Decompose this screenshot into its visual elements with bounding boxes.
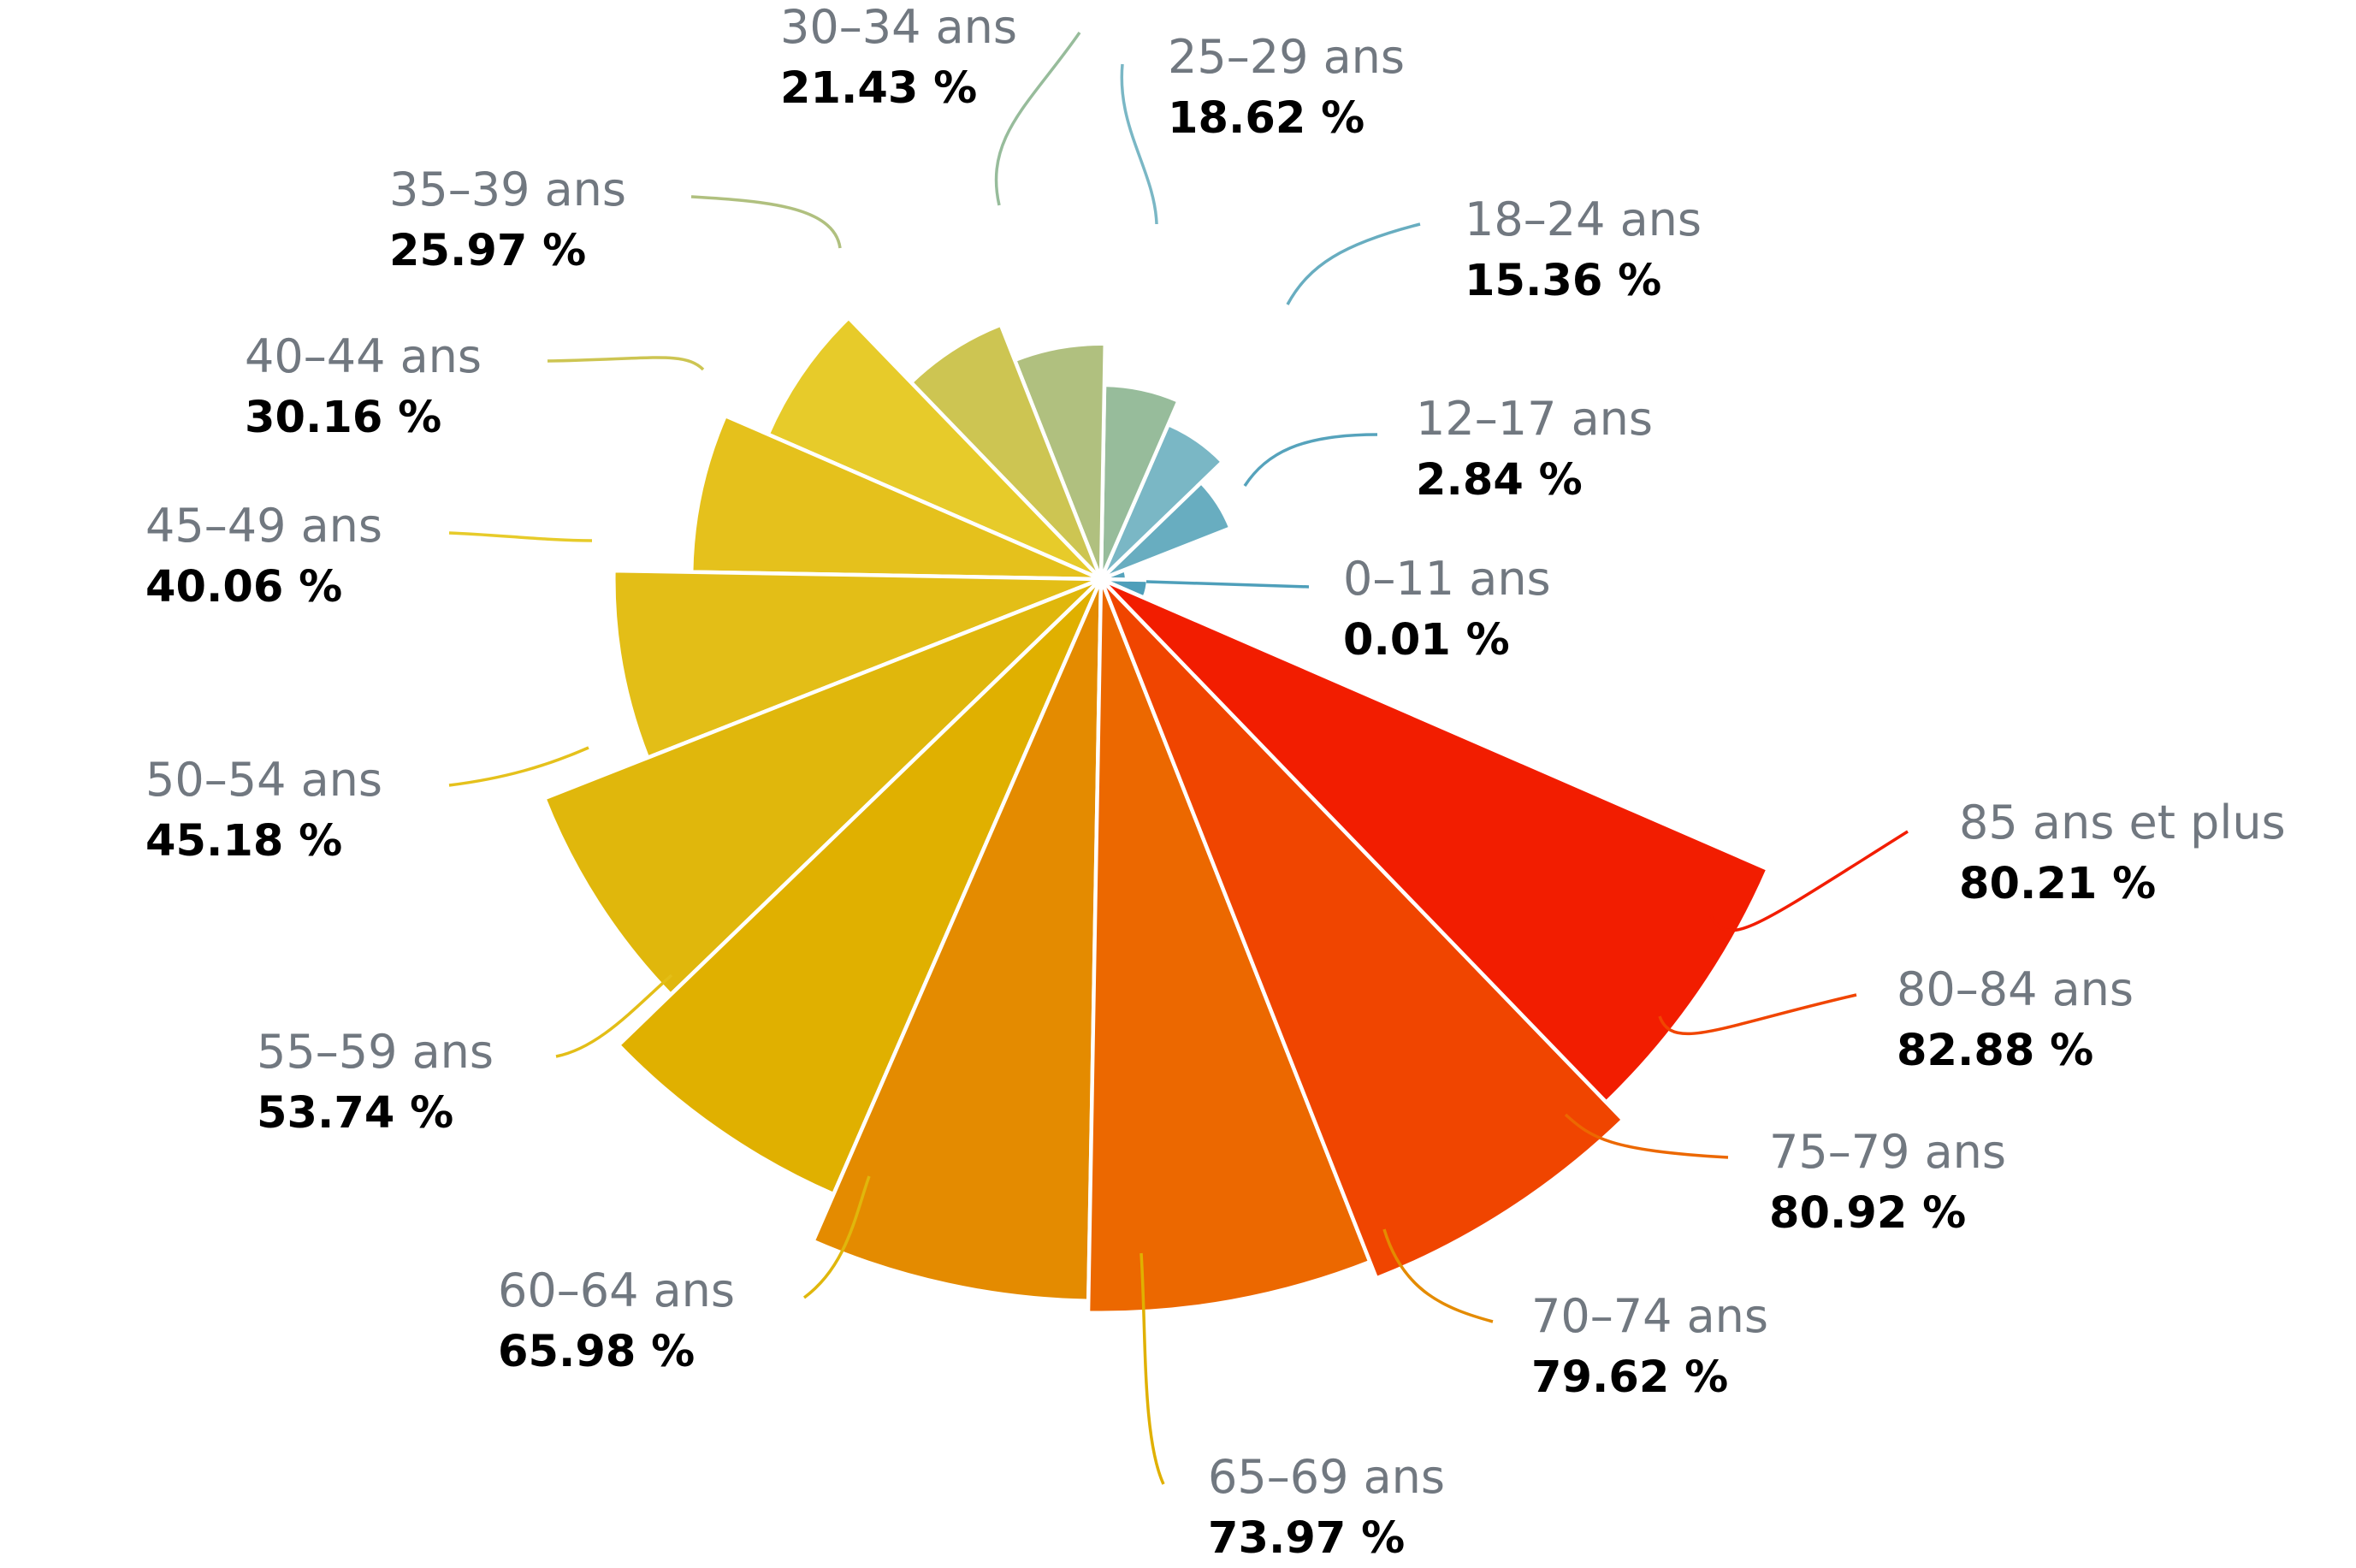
slice-label: 65–69 ans <box>1208 1450 1445 1504</box>
slice-label: 55–59 ans <box>257 1025 494 1079</box>
pie-slice <box>615 577 1104 1198</box>
leader-line <box>690 195 842 249</box>
chart-leader-lines <box>448 32 1909 1485</box>
slice-label: 30–34 ans <box>780 0 1017 54</box>
slice-value-label: 53.74 % <box>257 1088 453 1139</box>
slice-label: 18–24 ans <box>1465 192 1702 246</box>
slice-value-label: 82.88 % <box>1897 1026 2093 1076</box>
slice-value-label: 40.06 % <box>145 562 342 612</box>
pie-slice <box>765 315 1103 582</box>
leader-line <box>448 746 589 787</box>
slice-label: 12–17 ans <box>1416 392 1653 446</box>
slice-value-label: 21.43 % <box>780 63 977 114</box>
pie-slice <box>1086 578 1373 1315</box>
leader-line <box>994 32 1081 206</box>
slice-value-label: 80.21 % <box>1959 859 2156 909</box>
leader-line <box>1120 63 1158 225</box>
pie-slice <box>1099 577 1771 1105</box>
slice-value-label: 30.16 % <box>245 393 441 443</box>
leader-line <box>1140 1252 1165 1485</box>
pie-slice <box>612 568 1102 760</box>
slice-label: 25–29 ans <box>1168 30 1405 84</box>
slice-value-label: 45.18 % <box>145 816 342 867</box>
leader-line <box>1286 222 1421 305</box>
pie-slice <box>908 322 1104 581</box>
chart-labels: 0–11 ans 0.01 % 12–17 ans 2.84 % 18–24 ans 15… <box>145 0 2286 1564</box>
leader-line <box>547 356 705 371</box>
slice-value-label: 0.01 % <box>1343 615 1510 666</box>
slice-label: 70–74 ans <box>1531 1289 1768 1343</box>
slice-label: 0–11 ans <box>1343 552 1551 606</box>
slice-value-label: 2.84 % <box>1416 455 1583 506</box>
slice-label: 85 ans et plus <box>1959 796 2286 849</box>
leader-line <box>1658 993 1857 1036</box>
slice-label: 40–44 ans <box>245 329 482 383</box>
slice-label: 60–64 ans <box>498 1263 735 1317</box>
slice-value-label: 65.98 % <box>498 1327 695 1377</box>
slice-label: 45–49 ans <box>145 499 382 553</box>
slice-label: 50–54 ans <box>145 753 382 807</box>
pie-slice <box>1098 577 1626 1281</box>
pie-slice <box>689 413 1102 582</box>
slice-value-label: 79.62 % <box>1531 1352 1728 1403</box>
leader-line <box>1243 433 1378 487</box>
pie-slice <box>810 578 1104 1304</box>
slice-label: 75–79 ans <box>1769 1125 2006 1179</box>
slice-value-label: 73.97 % <box>1208 1513 1405 1564</box>
leader-line <box>802 1175 871 1299</box>
leader-line <box>1145 580 1310 589</box>
slice-label: 80–84 ans <box>1897 962 2134 1016</box>
slice-value-label: 80.92 % <box>1769 1188 1966 1239</box>
slice-value-label: 25.97 % <box>389 226 586 276</box>
slice-label: 35–39 ans <box>389 163 626 216</box>
slice-value-label: 18.62 % <box>1168 93 1364 144</box>
chart-slices <box>542 315 1771 1315</box>
leader-line <box>1709 830 1909 932</box>
leader-line <box>555 973 673 1058</box>
slice-value-label: 15.36 % <box>1465 256 1661 306</box>
leader-line <box>448 531 593 542</box>
leader-line <box>1564 1113 1729 1159</box>
leader-line <box>1382 1228 1494 1323</box>
